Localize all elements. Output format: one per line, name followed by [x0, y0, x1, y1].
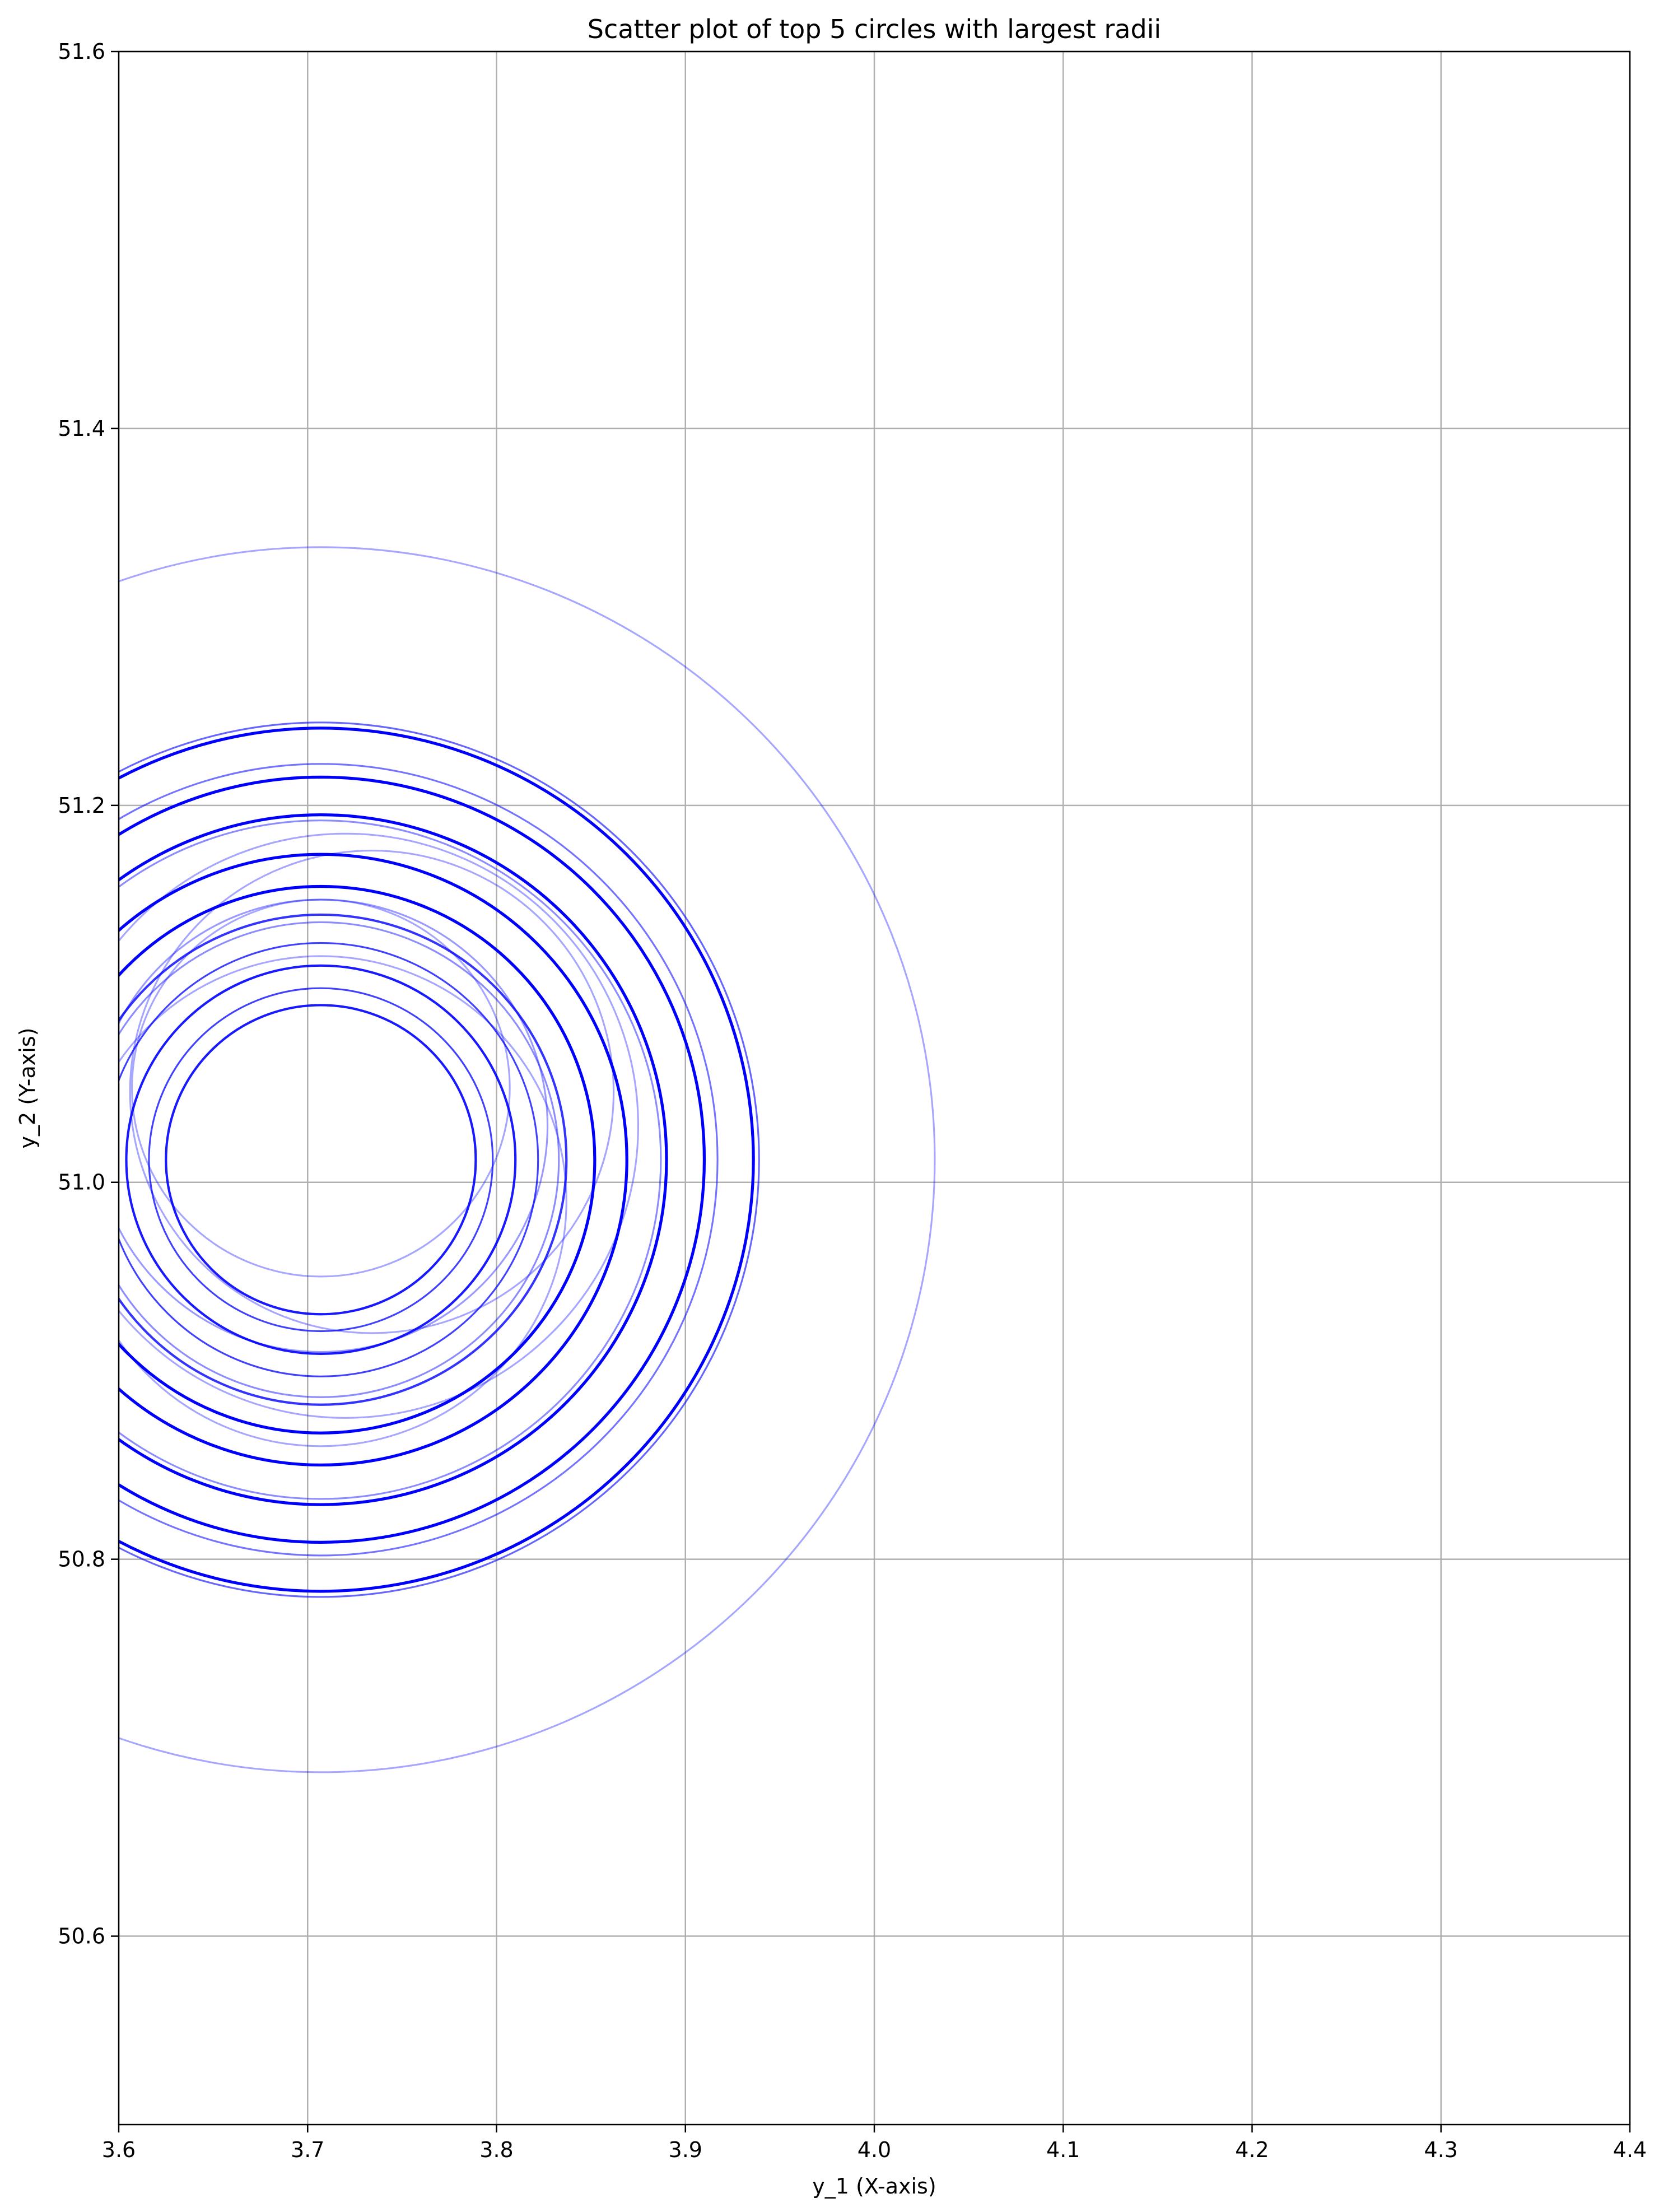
chart-title: Scatter plot of top 5 circles with large… [588, 14, 1161, 44]
circle-mark [119, 727, 755, 1593]
y-tick-label: 51.4 [58, 416, 105, 441]
x-tick-label: 3.6 [102, 2138, 136, 2162]
grid-lines [118, 50, 1631, 2125]
circle-mark [119, 775, 706, 1544]
circle-mark [119, 721, 760, 1598]
circle-mark [129, 849, 615, 1334]
circle-mark [119, 942, 539, 1377]
circle-mark [165, 1004, 477, 1316]
x-tick-label: 4.0 [858, 2138, 891, 2162]
x-tick-label: 3.8 [479, 2138, 513, 2162]
circle-mark [119, 819, 662, 1500]
y-tick-label: 50.8 [58, 1547, 105, 1572]
circle-mark [119, 955, 567, 1447]
x-tick-label: 3.9 [669, 2138, 702, 2162]
axis-ticks: 3.6 3.7 3.8 3.9 4.0 4.1 4.2 4.3 4.4 50.6 50.8 51.0 5… [58, 39, 1647, 2162]
circle-mark [119, 885, 597, 1435]
y-axis-label: y_2 (Y-axis) [15, 1028, 40, 1149]
x-tick-label: 3.7 [291, 2138, 324, 2162]
y-tick-label: 51.0 [58, 1170, 105, 1195]
circle-mark [119, 763, 719, 1557]
circle-mark [131, 898, 511, 1278]
x-tick-label: 4.2 [1235, 2138, 1269, 2162]
circle-mark [119, 853, 628, 1466]
circle-mark [119, 813, 668, 1506]
x-axis-label: y_1 (X-axis) [812, 2174, 936, 2199]
x-tick-label: 4.4 [1613, 2138, 1647, 2162]
x-tick-label: 4.1 [1046, 2138, 1080, 2162]
circle-mark [119, 898, 549, 1353]
circle-mark [125, 964, 517, 1356]
y-tick-label: 50.6 [58, 1924, 105, 1949]
y-tick-label: 51.2 [58, 793, 105, 818]
circle-mark [148, 987, 494, 1333]
circle-mark [119, 921, 560, 1398]
circle-mark [119, 913, 568, 1406]
circle-mark [119, 546, 936, 1773]
y-tick-label: 51.6 [58, 39, 105, 64]
circle-series [119, 546, 936, 1773]
circle-mark [119, 832, 639, 1419]
x-tick-label: 4.3 [1424, 2138, 1458, 2162]
